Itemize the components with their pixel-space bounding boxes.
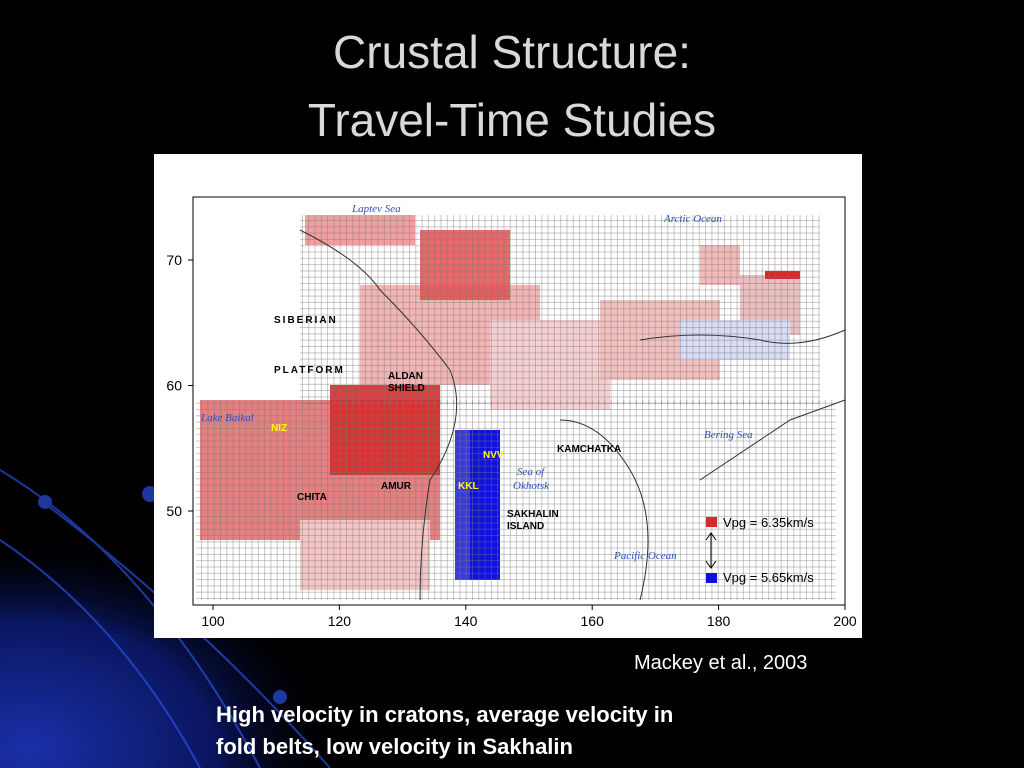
y-tick-label: 60 xyxy=(166,378,182,394)
y-tick-label: 50 xyxy=(166,503,182,519)
figure: 100 120 140 160 180 200 50 60 70 Laptev Sea Arct… xyxy=(154,154,862,638)
map-label: SIBERIAN xyxy=(274,315,338,326)
title: Travel-Time Studies xyxy=(308,94,716,146)
x-tick-label: 180 xyxy=(707,613,731,629)
legend-label: Vpg = 5.65km/s xyxy=(723,570,814,585)
x-tick-label: 200 xyxy=(833,613,857,629)
caption: High velocity in cratons, average veloci… xyxy=(216,702,673,727)
map-label: SAKHALIN xyxy=(507,509,559,520)
map-label: SHIELD xyxy=(388,383,425,394)
plot-frame xyxy=(192,196,846,606)
map-label: KAMCHATKA xyxy=(557,444,621,455)
legend: Vpg = 6.35km/s Vpg = 5.65km/s xyxy=(705,515,814,585)
citation: Mackey et al., 2003 xyxy=(634,652,807,674)
x-tick-label: 120 xyxy=(328,613,352,629)
x-tick-label: 140 xyxy=(454,613,478,629)
velocity-cells xyxy=(196,215,836,600)
x-tick-label: 160 xyxy=(581,613,605,629)
legend-label: Vpg = 6.35km/s xyxy=(723,515,814,530)
map-label: Okhotsk xyxy=(513,480,550,492)
map-label: ALDAN xyxy=(388,371,423,382)
legend-swatch xyxy=(706,517,717,527)
legend-swatch xyxy=(706,573,717,583)
x-tick-label: 100 xyxy=(201,613,225,629)
map-label: Bering Sea xyxy=(704,429,753,441)
y-tick-label: 70 xyxy=(166,252,182,268)
map-label: Pacific Ocean xyxy=(613,550,677,562)
map-label: NIZ xyxy=(271,423,287,434)
map-label: PLATFORM xyxy=(274,365,345,376)
legend-arrow xyxy=(705,532,717,569)
map-label: Lake Baikal xyxy=(200,412,254,424)
coastlines xyxy=(299,229,846,601)
map-label: Sea of xyxy=(517,466,546,478)
caption: fold belts, low velocity in Sakhalin xyxy=(216,734,573,759)
title: Crustal Structure: xyxy=(333,26,691,78)
map-label: Arctic Ocean xyxy=(663,213,722,225)
map-label: AMUR xyxy=(381,481,412,492)
map-label: Laptev Sea xyxy=(351,203,401,215)
map-label: NVV xyxy=(483,450,504,461)
map-label: ISLAND xyxy=(507,521,544,532)
map-label: CHITA xyxy=(297,492,327,503)
map-label: KKL xyxy=(458,481,479,492)
